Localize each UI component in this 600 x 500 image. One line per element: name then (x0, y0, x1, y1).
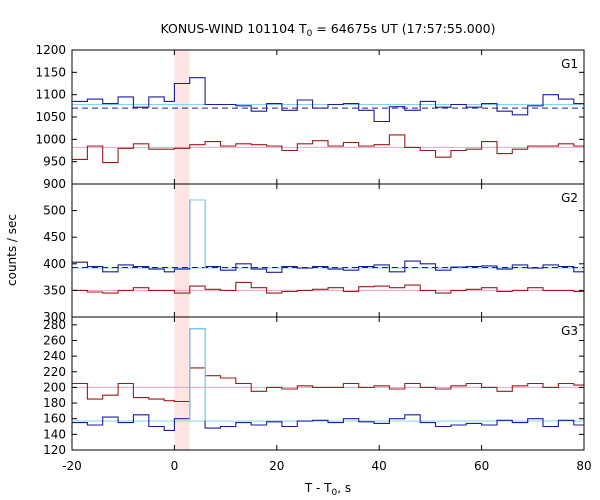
y-tick-label: 300 (43, 310, 66, 324)
x-tick-label: 80 (576, 459, 591, 473)
series-upper-histogram (72, 77, 584, 123)
burst-peak-bin (189, 199, 206, 269)
series-upper-histogram (72, 199, 584, 273)
y-tick-label: 120 (43, 443, 66, 457)
y-tick-label: 450 (43, 230, 66, 244)
y-tick-label: 1100 (35, 88, 66, 102)
y-tick-label: 280 (43, 318, 66, 332)
y-tick-label: 500 (43, 204, 66, 218)
y-tick-label: 400 (43, 257, 66, 271)
y-tick-label: 240 (43, 349, 66, 363)
y-tick-label: 1000 (35, 132, 66, 146)
panel-label: G2 (561, 191, 578, 205)
panel-g2: 300 350 400 450 500 G2 (43, 183, 585, 324)
y-tick-label: 1200 (35, 43, 66, 57)
burst-interval-highlight (174, 50, 190, 450)
y-tick-label: 950 (43, 155, 66, 169)
plot-area: 90095010001050110011501200G1300350400450… (35, 43, 591, 473)
series-upper-histogram (72, 328, 584, 431)
y-tick-label: 260 (43, 333, 66, 347)
y-tick-label: 900 (43, 177, 66, 191)
y-tick-label: 220 (43, 365, 66, 379)
panel-frame (71, 183, 585, 318)
panel-label: G3 (561, 324, 578, 338)
burst-peak-bin (189, 328, 206, 422)
y-tick-label: 1150 (35, 65, 66, 79)
y-tick-label: 140 (43, 427, 66, 441)
series-lower-histogram (72, 281, 584, 294)
y-tick-label: 180 (43, 396, 66, 410)
x-tick-label: 0 (171, 459, 179, 473)
series-lower-histogram (72, 134, 584, 164)
y-tick-label: 200 (43, 380, 66, 394)
y-tick-label: 1050 (35, 110, 66, 124)
series-lower-histogram (72, 367, 584, 403)
x-tick-label: 40 (372, 459, 387, 473)
y-axis-title: counts / sec (5, 214, 19, 286)
y-tick-label: 160 (43, 412, 66, 426)
x-tick-label: 60 (474, 459, 489, 473)
panel-g1: 900 950 1000 1050 1100 1150 1200 G1 (35, 43, 585, 191)
x-tick-label: 20 (269, 459, 284, 473)
y-tick-label: 350 (43, 283, 66, 297)
x-tick-label: -20 (62, 459, 82, 473)
x-axis-title: T - T0, s (304, 481, 351, 498)
panel-frame (71, 49, 585, 185)
panel-frame (71, 316, 585, 451)
panel-label: G1 (561, 57, 578, 71)
chart-title: KONUS-WIND 101104 T0 = 64675s UT (17:57:… (160, 21, 495, 39)
